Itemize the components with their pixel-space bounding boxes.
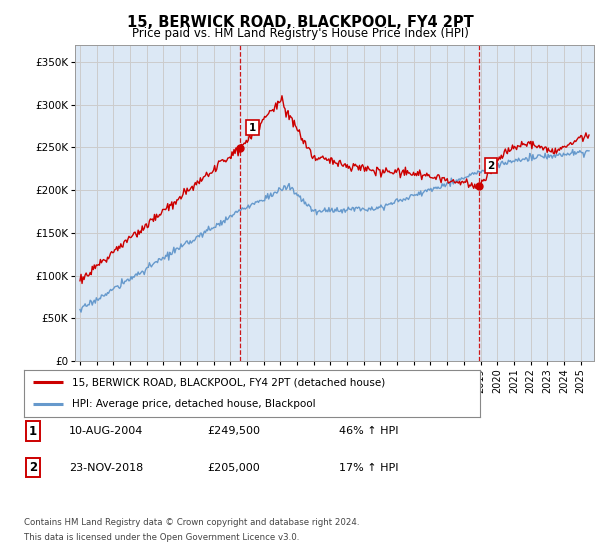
Text: 15, BERWICK ROAD, BLACKPOOL, FY4 2PT (detached house): 15, BERWICK ROAD, BLACKPOOL, FY4 2PT (de… xyxy=(72,377,385,388)
Text: 1: 1 xyxy=(249,123,256,133)
Text: 2: 2 xyxy=(487,161,494,171)
Text: £249,500: £249,500 xyxy=(207,426,260,436)
Text: 23-NOV-2018: 23-NOV-2018 xyxy=(69,463,143,473)
Text: 1: 1 xyxy=(29,424,37,438)
Text: Contains HM Land Registry data © Crown copyright and database right 2024.: Contains HM Land Registry data © Crown c… xyxy=(24,518,359,527)
Text: HPI: Average price, detached house, Blackpool: HPI: Average price, detached house, Blac… xyxy=(72,399,316,409)
Text: Price paid vs. HM Land Registry's House Price Index (HPI): Price paid vs. HM Land Registry's House … xyxy=(131,27,469,40)
Text: 17% ↑ HPI: 17% ↑ HPI xyxy=(339,463,398,473)
Text: £205,000: £205,000 xyxy=(207,463,260,473)
Text: 2: 2 xyxy=(29,461,37,474)
Text: 10-AUG-2004: 10-AUG-2004 xyxy=(69,426,143,436)
Text: 46% ↑ HPI: 46% ↑ HPI xyxy=(339,426,398,436)
Text: 15, BERWICK ROAD, BLACKPOOL, FY4 2PT: 15, BERWICK ROAD, BLACKPOOL, FY4 2PT xyxy=(127,15,473,30)
Text: This data is licensed under the Open Government Licence v3.0.: This data is licensed under the Open Gov… xyxy=(24,533,299,542)
